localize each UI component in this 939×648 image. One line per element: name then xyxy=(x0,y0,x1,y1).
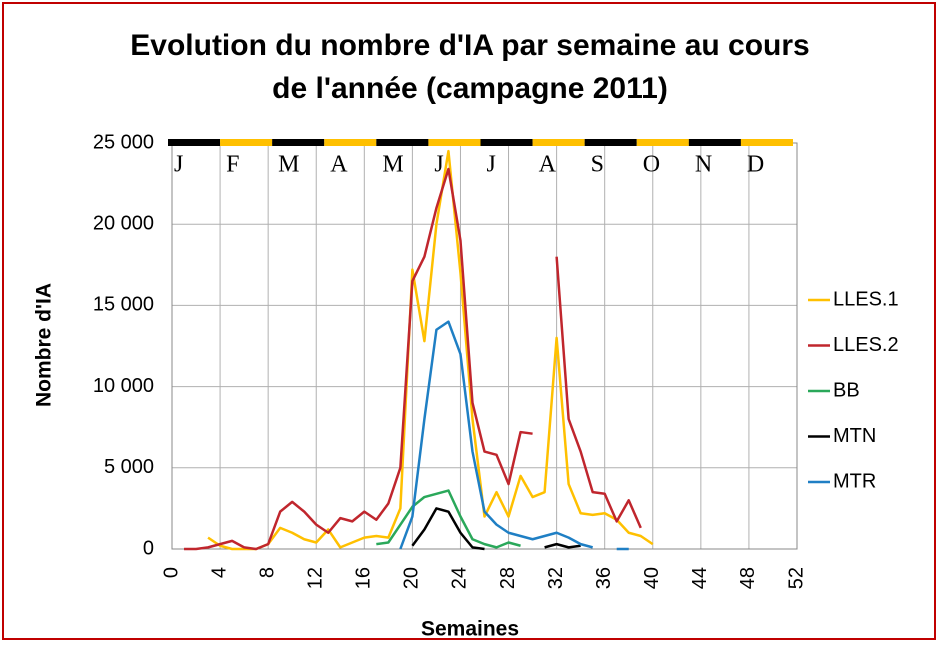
month-label: O xyxy=(643,152,660,178)
series-line xyxy=(399,320,629,551)
x-tick-label: 32 xyxy=(545,567,567,589)
x-tick-label: 40 xyxy=(641,567,663,589)
legend-label: MTN xyxy=(833,425,876,447)
month-band xyxy=(376,139,429,146)
month-label: J xyxy=(174,152,183,178)
x-tick-label: 24 xyxy=(449,567,471,589)
series-line xyxy=(376,489,521,549)
chart-title: Evolution du nombre d'IA par semaine au … xyxy=(130,29,809,62)
x-tick-label: 0 xyxy=(160,567,182,578)
x-tick-label: 48 xyxy=(737,567,759,589)
month-band xyxy=(428,139,481,146)
month-band xyxy=(584,139,637,146)
month-label: M xyxy=(278,152,299,178)
month-band xyxy=(324,139,377,146)
x-tick-label: 28 xyxy=(497,567,519,589)
x-tick-label: 8 xyxy=(256,567,278,578)
month-label: A xyxy=(330,152,348,178)
series-line xyxy=(207,149,654,551)
x-tick-label: 4 xyxy=(208,567,230,578)
month-band xyxy=(168,139,221,146)
x-tick-label: 12 xyxy=(305,567,327,589)
month-label: J xyxy=(434,152,443,178)
month-label: S xyxy=(591,152,604,178)
y-tick-label: 5 000 xyxy=(104,456,154,478)
y-tick-label: 15 000 xyxy=(93,294,154,316)
x-tick-label: 16 xyxy=(353,567,375,589)
series-line xyxy=(184,167,642,551)
month-label: J xyxy=(487,152,496,178)
month-band xyxy=(688,139,741,146)
y-tick-label: 25 000 xyxy=(93,131,154,153)
legend-label: BB xyxy=(833,379,860,401)
month-band xyxy=(272,139,325,146)
month-band xyxy=(480,139,533,146)
y-tick-label: 0 xyxy=(143,537,154,559)
legend-label: LLES.1 xyxy=(833,288,899,310)
month-label: D xyxy=(747,152,764,178)
month-band xyxy=(532,139,585,146)
x-tick-label: 36 xyxy=(593,567,615,589)
month-label: M xyxy=(382,152,403,178)
legend-label: MTR xyxy=(833,470,876,492)
y-tick-label: 10 000 xyxy=(93,375,154,397)
y-axis-title: Nombre d'IA xyxy=(33,283,56,407)
x-axis-title: Semaines xyxy=(421,618,519,641)
month-label: F xyxy=(226,152,239,178)
x-tick-label: 52 xyxy=(785,567,807,589)
x-tick-label: 20 xyxy=(401,567,423,589)
month-label: N xyxy=(695,152,712,178)
y-tick-label: 20 000 xyxy=(93,212,154,234)
month-label: A xyxy=(539,152,557,178)
month-band xyxy=(220,139,273,146)
legend-label: LLES.2 xyxy=(833,334,899,356)
chart-title: de l'année (campagne 2011) xyxy=(272,72,668,105)
month-band xyxy=(636,139,689,146)
series-line xyxy=(411,507,581,551)
x-tick-label: 44 xyxy=(689,567,711,589)
plot: J F M A M J J A S O N D LLES.1 LLES.2 BB MTN MTR xyxy=(168,139,899,551)
month-band xyxy=(740,139,793,146)
